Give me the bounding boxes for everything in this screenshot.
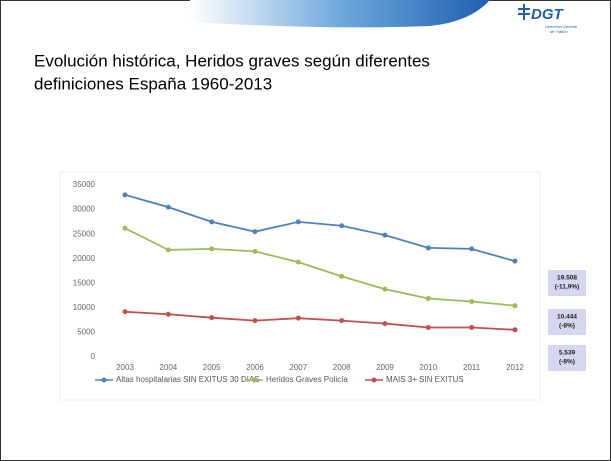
chart-area (59, 171, 541, 401)
x-tick-label: 2011 (463, 363, 481, 372)
data-point (165, 311, 171, 317)
data-point (425, 325, 431, 331)
x-tick-label: 2009 (376, 363, 394, 372)
x-tick-label: 2005 (203, 363, 221, 372)
x-tick-label: 2007 (289, 363, 307, 372)
y-tick-label: 20000 (73, 254, 96, 263)
slide-title: definiciones España 1960-2013 (34, 74, 272, 93)
y-tick-label: 10000 (73, 303, 96, 312)
data-point (209, 219, 215, 225)
legend-label: MAIS 3+ SIN EXITUS (386, 375, 464, 384)
data-point (469, 298, 475, 304)
annotation-value: 5.539 (559, 350, 576, 357)
logo-name: DGT (531, 6, 565, 23)
x-tick-label: 2008 (333, 363, 351, 372)
data-point (252, 318, 258, 324)
annotation-box (548, 345, 586, 371)
data-point (252, 248, 258, 254)
data-point (252, 229, 258, 235)
data-point (339, 223, 345, 229)
legend-marker (371, 377, 377, 383)
data-point (165, 247, 171, 253)
data-point (209, 315, 215, 321)
legend-label: Heridos Graves Policía (266, 375, 348, 384)
data-point (339, 273, 345, 279)
data-point (382, 321, 388, 327)
data-point (122, 192, 128, 198)
header-swoosh (190, 0, 490, 28)
slide-title: Evolución histórica, Heridos graves segú… (34, 51, 430, 70)
legend-marker (251, 377, 257, 383)
data-point (512, 303, 518, 309)
data-point (469, 246, 475, 252)
annotation-box (548, 309, 586, 335)
data-point (165, 204, 171, 210)
data-point (469, 325, 475, 331)
x-tick-label: 2010 (419, 363, 437, 372)
y-tick-label: 25000 (73, 229, 96, 238)
x-tick-label: 2003 (116, 363, 134, 372)
annotation-value: 19.508 (557, 275, 577, 282)
data-point (425, 245, 431, 251)
annotation-box (548, 270, 586, 296)
data-point (339, 318, 345, 324)
data-point (122, 225, 128, 231)
series-line (124, 310, 516, 331)
y-tick-label: 15000 (73, 278, 96, 287)
data-point (295, 259, 301, 265)
legend-marker (101, 377, 107, 383)
x-tick-label: 2004 (159, 363, 177, 372)
logo-subtitle: Dirección General (545, 24, 577, 29)
y-tick-label: 5000 (77, 328, 95, 337)
annotation-value: 10.444 (557, 314, 577, 321)
data-point (382, 286, 388, 292)
y-tick-label: 35000 (73, 180, 96, 189)
data-point (209, 246, 215, 252)
data-point (295, 315, 301, 321)
logo-mark (523, 4, 525, 20)
y-tick-label: 0 (91, 352, 96, 361)
series-line (124, 193, 516, 262)
annotation-change: (-8%) (559, 323, 575, 330)
data-point (382, 232, 388, 238)
data-point (512, 327, 518, 333)
y-tick-label: 30000 (73, 205, 96, 214)
x-tick-label: 2012 (506, 363, 524, 372)
data-point (425, 296, 431, 302)
data-point (122, 309, 128, 315)
data-point (295, 219, 301, 225)
logo-subtitle: de Tráfico (550, 29, 568, 34)
data-point (512, 258, 518, 264)
annotation-change: (-11,9%) (555, 284, 580, 291)
series-line (124, 227, 516, 307)
legend-label: Altas hospitalarias SIN EXITUS 30 DIAS (116, 375, 260, 384)
x-tick-label: 2006 (246, 363, 264, 372)
annotation-change: (-8%) (559, 359, 575, 366)
